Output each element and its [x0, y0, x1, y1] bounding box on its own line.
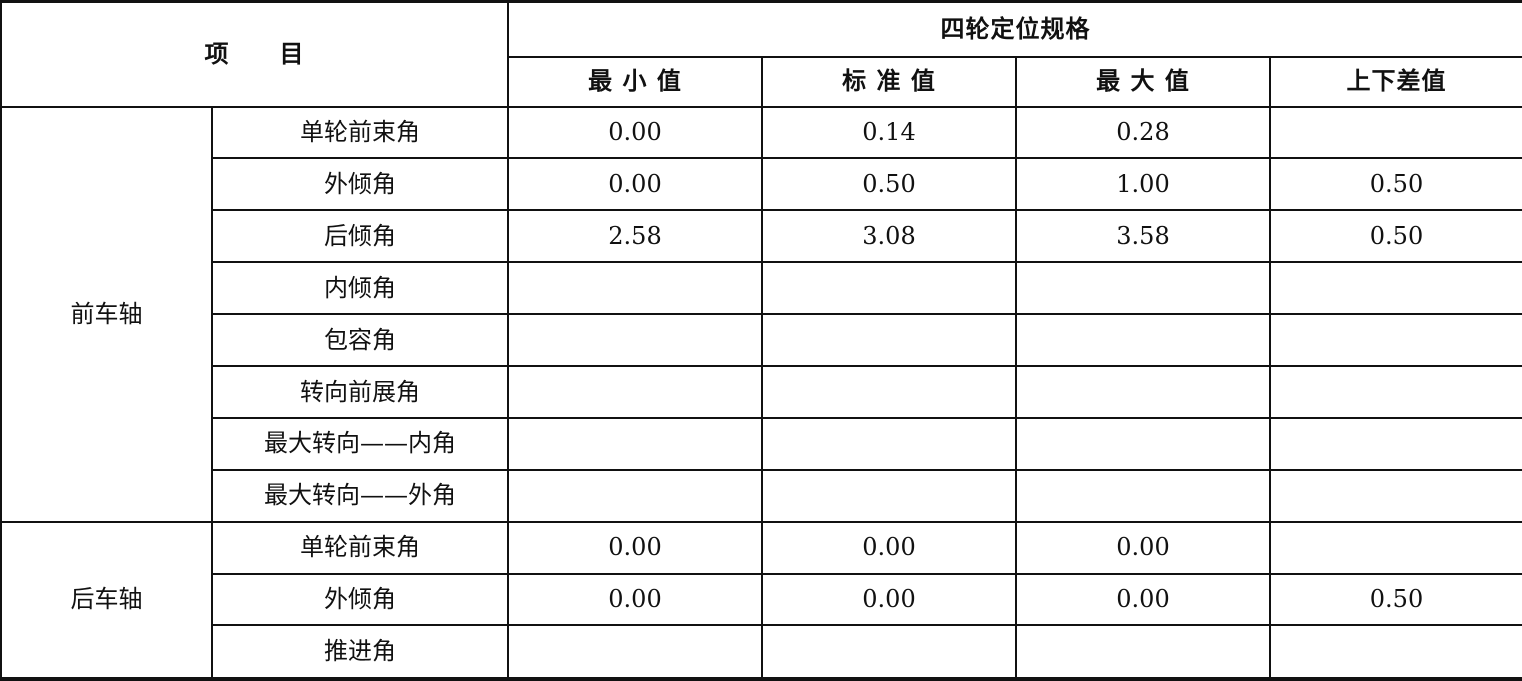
rear-axle-cell: 后车轴 — [0, 520, 213, 681]
std-value-cell: 0.50 — [761, 157, 1017, 212]
min-value-cell — [507, 364, 763, 419]
header-min-cell: 最 小 值 — [507, 55, 763, 108]
table-row: 最大转向——外角 — [1, 468, 1522, 523]
min-value-cell — [507, 416, 763, 471]
front-axle-cell: 前车轴 — [0, 105, 213, 523]
std-value-cell — [761, 313, 1017, 367]
max-value-cell: 0.00 — [1015, 572, 1271, 627]
max-value-cell — [1015, 624, 1271, 680]
item-cell: 推进角 — [211, 624, 509, 680]
item-cell: 最大转向——内角 — [211, 416, 509, 471]
min-value-cell — [507, 313, 763, 367]
header-row-group: 项 目 四轮定位规格 — [0, 0, 1522, 108]
diff-value-cell — [1269, 364, 1522, 419]
min-value-cell: 2.58 — [507, 209, 763, 264]
diff-value-cell — [1269, 416, 1522, 471]
max-value-cell: 1.00 — [1015, 157, 1271, 212]
item-cell: 后倾角 — [211, 209, 509, 264]
diff-value-cell — [1269, 105, 1522, 160]
std-value-cell: 3.08 — [761, 209, 1017, 264]
std-value-cell — [761, 624, 1017, 680]
table-row: 推进角 — [1, 624, 1522, 680]
header-row-columns: 最 小 值 标 准 值 最 大 值 上下差值 — [1, 55, 1522, 108]
diff-value-cell — [1269, 520, 1522, 575]
header-max-cell: 最 大 值 — [1015, 55, 1271, 108]
max-value-cell — [1015, 364, 1271, 419]
max-value-cell — [1015, 468, 1271, 523]
max-value-cell: 3.58 — [1015, 209, 1271, 264]
min-value-cell — [507, 261, 763, 316]
table-row: 外倾角 0.00 0.00 0.00 0.50 — [1, 572, 1522, 627]
min-value-cell — [507, 468, 763, 523]
std-value-cell — [761, 468, 1017, 523]
item-cell: 外倾角 — [211, 157, 509, 212]
diff-value-cell — [1269, 624, 1522, 680]
min-value-cell: 0.00 — [507, 105, 763, 160]
table-row: 后车轴 单轮前束角 0.00 0.00 0.00 — [0, 520, 1522, 681]
item-cell: 内倾角 — [211, 261, 509, 316]
header-spec-group-cell: 四轮定位规格 — [507, 0, 1522, 58]
diff-value-cell — [1269, 313, 1522, 367]
item-cell: 转向前展角 — [211, 364, 509, 419]
diff-value-cell: 0.50 — [1269, 157, 1522, 212]
std-value-cell: 0.00 — [761, 520, 1017, 575]
item-cell: 最大转向——外角 — [211, 468, 509, 523]
std-value-cell: 0.00 — [761, 572, 1017, 627]
min-value-cell: 0.00 — [507, 520, 763, 575]
table-row: 前车轴 单轮前束角 0.00 0.14 0.28 — [0, 105, 1522, 523]
item-cell: 单轮前束角 — [211, 520, 509, 575]
max-value-cell: 0.00 — [1015, 520, 1271, 575]
header-std-cell: 标 准 值 — [761, 55, 1017, 108]
item-cell: 外倾角 — [211, 572, 509, 627]
table-row: 转向前展角 — [1, 364, 1522, 419]
table-row: 包容角 — [1, 313, 1522, 367]
table-row: 内倾角 — [1, 261, 1522, 316]
diff-value-cell — [1269, 468, 1522, 523]
table-row: 后倾角 2.58 3.08 3.58 0.50 — [1, 209, 1522, 264]
diff-value-cell — [1269, 261, 1522, 316]
min-value-cell: 0.00 — [507, 157, 763, 212]
item-cell: 单轮前束角 — [211, 105, 509, 160]
table-row: 外倾角 0.00 0.50 1.00 0.50 — [1, 157, 1522, 212]
std-value-cell — [761, 416, 1017, 471]
header-item-cell: 项 目 — [0, 0, 509, 108]
min-value-cell — [507, 624, 763, 680]
table-row: 最大转向——内角 — [1, 416, 1522, 471]
max-value-cell: 0.28 — [1015, 105, 1271, 160]
std-value-cell: 0.14 — [761, 105, 1017, 160]
diff-value-cell: 0.50 — [1269, 572, 1522, 627]
header-diff-cell: 上下差值 — [1269, 55, 1522, 108]
max-value-cell — [1015, 416, 1271, 471]
std-value-cell — [761, 364, 1017, 419]
min-value-cell: 0.00 — [507, 572, 763, 627]
std-value-cell — [761, 261, 1017, 316]
diff-value-cell: 0.50 — [1269, 209, 1522, 264]
max-value-cell — [1015, 261, 1271, 316]
max-value-cell — [1015, 313, 1271, 367]
item-cell: 包容角 — [211, 313, 509, 367]
